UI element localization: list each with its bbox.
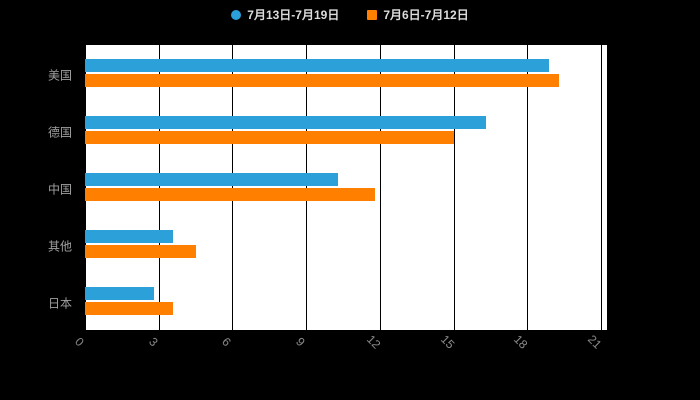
y-axis-labels: 美国德国中国其他日本 xyxy=(0,45,80,330)
legend: 7月13日-7月19日 7月6日-7月12日 xyxy=(0,6,700,23)
x-tick-label: 18 xyxy=(511,332,531,352)
bar-week1 xyxy=(85,301,174,315)
bar-week2 xyxy=(85,172,339,186)
legend-item-week1[interactable]: 7月6日-7月12日 xyxy=(367,6,469,23)
x-tick-label: 12 xyxy=(363,332,384,352)
gridline xyxy=(527,45,529,330)
y-category-label: 美国 xyxy=(47,68,72,82)
legend-marker-circle-icon xyxy=(231,9,242,20)
legend-marker-square-icon xyxy=(367,9,378,20)
bar-row xyxy=(85,45,607,102)
x-tick-label: 0 xyxy=(72,334,87,350)
bar-week1 xyxy=(85,244,196,258)
bar-row xyxy=(85,216,607,273)
bar-row xyxy=(85,273,607,330)
x-axis-labels: 0 3 6 9 12 15 18 21 xyxy=(0,332,700,373)
y-category-label: 德国 xyxy=(47,125,72,139)
gridline xyxy=(601,45,602,330)
bar-row xyxy=(85,102,607,159)
bar-week1 xyxy=(85,73,560,87)
gridline xyxy=(379,45,381,330)
bar-week1 xyxy=(85,187,375,201)
x-tick-label: 6 xyxy=(219,334,235,350)
bar-row xyxy=(85,159,607,216)
x-tick-label: 21 xyxy=(585,332,605,352)
bar-week2 xyxy=(85,286,154,300)
x-tick-label: 9 xyxy=(293,334,308,350)
legend-item-week2[interactable]: 7月13日-7月19日 xyxy=(231,6,339,23)
bar-week2 xyxy=(85,58,550,72)
bar-week2 xyxy=(85,229,174,243)
y-category-label: 其他 xyxy=(47,239,72,253)
y-category-label: 日本 xyxy=(47,296,72,310)
x-tick-label: 15 xyxy=(437,332,457,352)
legend-label: 7月6日-7月12日 xyxy=(383,8,469,22)
bar-week2 xyxy=(85,115,486,129)
y-category-label: 中国 xyxy=(47,182,72,196)
x-tick-label: 3 xyxy=(145,334,161,350)
bar-week1 xyxy=(85,130,454,144)
plot-area xyxy=(85,45,607,330)
gridline xyxy=(453,45,455,330)
legend-label: 7月13日-7月19日 xyxy=(247,8,340,22)
